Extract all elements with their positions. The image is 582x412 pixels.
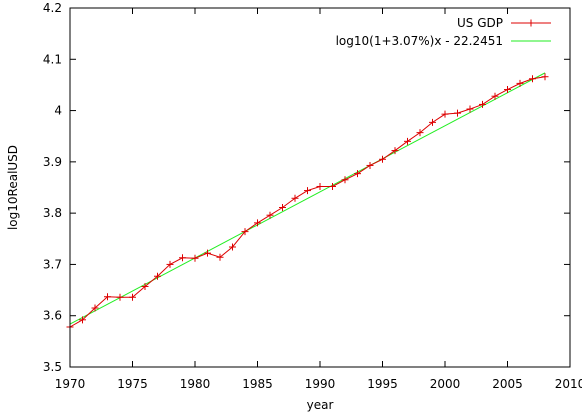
data-point-us-gdp bbox=[154, 272, 161, 280]
series-layer bbox=[66, 72, 549, 331]
data-point-us-gdp bbox=[191, 254, 199, 262]
data-point-us-gdp bbox=[141, 282, 149, 290]
data-point-us-gdp bbox=[329, 182, 336, 190]
data-point-us-gdp bbox=[541, 73, 549, 81]
y-axis-title: log10RealUSD bbox=[6, 145, 20, 230]
data-point-us-gdp bbox=[479, 100, 486, 108]
y-tick-label: 3.6 bbox=[43, 309, 62, 323]
data-point-us-gdp bbox=[216, 253, 224, 261]
data-point-us-gdp bbox=[466, 105, 474, 113]
data-point-us-gdp bbox=[179, 254, 186, 262]
x-tick-label: 1970 bbox=[55, 377, 86, 391]
data-point-us-gdp bbox=[79, 316, 86, 324]
x-tick-label: 1985 bbox=[242, 377, 273, 391]
data-point-us-gdp bbox=[266, 211, 274, 219]
axis-tick-labels: 1970 1975 1980 1985 1990 1995 2000 2005 2010 3.5 3… bbox=[43, 1, 582, 391]
plot-frame bbox=[69, 7, 571, 368]
data-point-us-gdp bbox=[416, 129, 424, 137]
data-point-us-gdp bbox=[166, 260, 174, 268]
legend-label-us-gdp: US GDP bbox=[457, 16, 503, 30]
data-point-us-gdp bbox=[316, 182, 324, 190]
data-point-us-gdp bbox=[529, 75, 536, 83]
data-point-us-gdp bbox=[491, 92, 499, 100]
x-tick-label: 2010 bbox=[555, 377, 582, 391]
x-tick-label: 1990 bbox=[305, 377, 336, 391]
data-point-us-gdp bbox=[254, 219, 261, 227]
y-tick-label: 3.9 bbox=[43, 155, 62, 169]
data-point-us-gdp bbox=[404, 137, 411, 145]
data-point-us-gdp bbox=[116, 293, 124, 301]
data-point-us-gdp bbox=[304, 187, 311, 195]
y-tick-label: 4.2 bbox=[43, 1, 62, 15]
data-point-us-gdp bbox=[341, 176, 349, 184]
data-point-us-gdp bbox=[279, 204, 286, 212]
data-point-us-gdp bbox=[104, 293, 111, 301]
x-tick-label: 1980 bbox=[180, 377, 211, 391]
data-point-us-gdp bbox=[391, 147, 399, 155]
legend: US GDP log10(1+3.07%)x - 22.2451 bbox=[336, 16, 551, 48]
data-point-us-gdp bbox=[129, 293, 136, 301]
data-point-us-gdp bbox=[241, 228, 249, 236]
legend-swatch-us-gdp bbox=[511, 19, 551, 27]
y-tick-label: 4.1 bbox=[43, 52, 62, 66]
data-point-us-gdp bbox=[454, 109, 461, 117]
data-point-us-gdp bbox=[441, 110, 449, 118]
legend-label-fit-line: log10(1+3.07%)x - 22.2451 bbox=[336, 34, 503, 48]
x-tick-label: 1975 bbox=[117, 377, 148, 391]
x-tick-label: 2000 bbox=[430, 377, 461, 391]
data-point-us-gdp bbox=[504, 86, 511, 94]
data-point-us-gdp bbox=[429, 118, 436, 126]
data-point-us-gdp bbox=[229, 243, 236, 251]
data-point-us-gdp bbox=[516, 79, 524, 87]
x-tick-label: 1995 bbox=[367, 377, 398, 391]
y-tick-label: 3.8 bbox=[43, 206, 62, 220]
data-point-us-gdp bbox=[91, 304, 99, 312]
data-point-us-gdp bbox=[204, 249, 211, 257]
x-axis-title: year bbox=[307, 398, 334, 412]
data-point-us-gdp bbox=[291, 194, 299, 202]
data-point-us-gdp bbox=[379, 155, 386, 163]
y-tick-label: 3.7 bbox=[43, 257, 62, 271]
y-tick-label: 3.5 bbox=[43, 360, 62, 374]
data-point-us-gdp bbox=[354, 170, 361, 178]
x-tick-label: 2005 bbox=[492, 377, 523, 391]
series-line-fit bbox=[69, 72, 546, 325]
data-point-us-gdp bbox=[366, 161, 374, 169]
y-tick-label: 4 bbox=[54, 104, 62, 118]
